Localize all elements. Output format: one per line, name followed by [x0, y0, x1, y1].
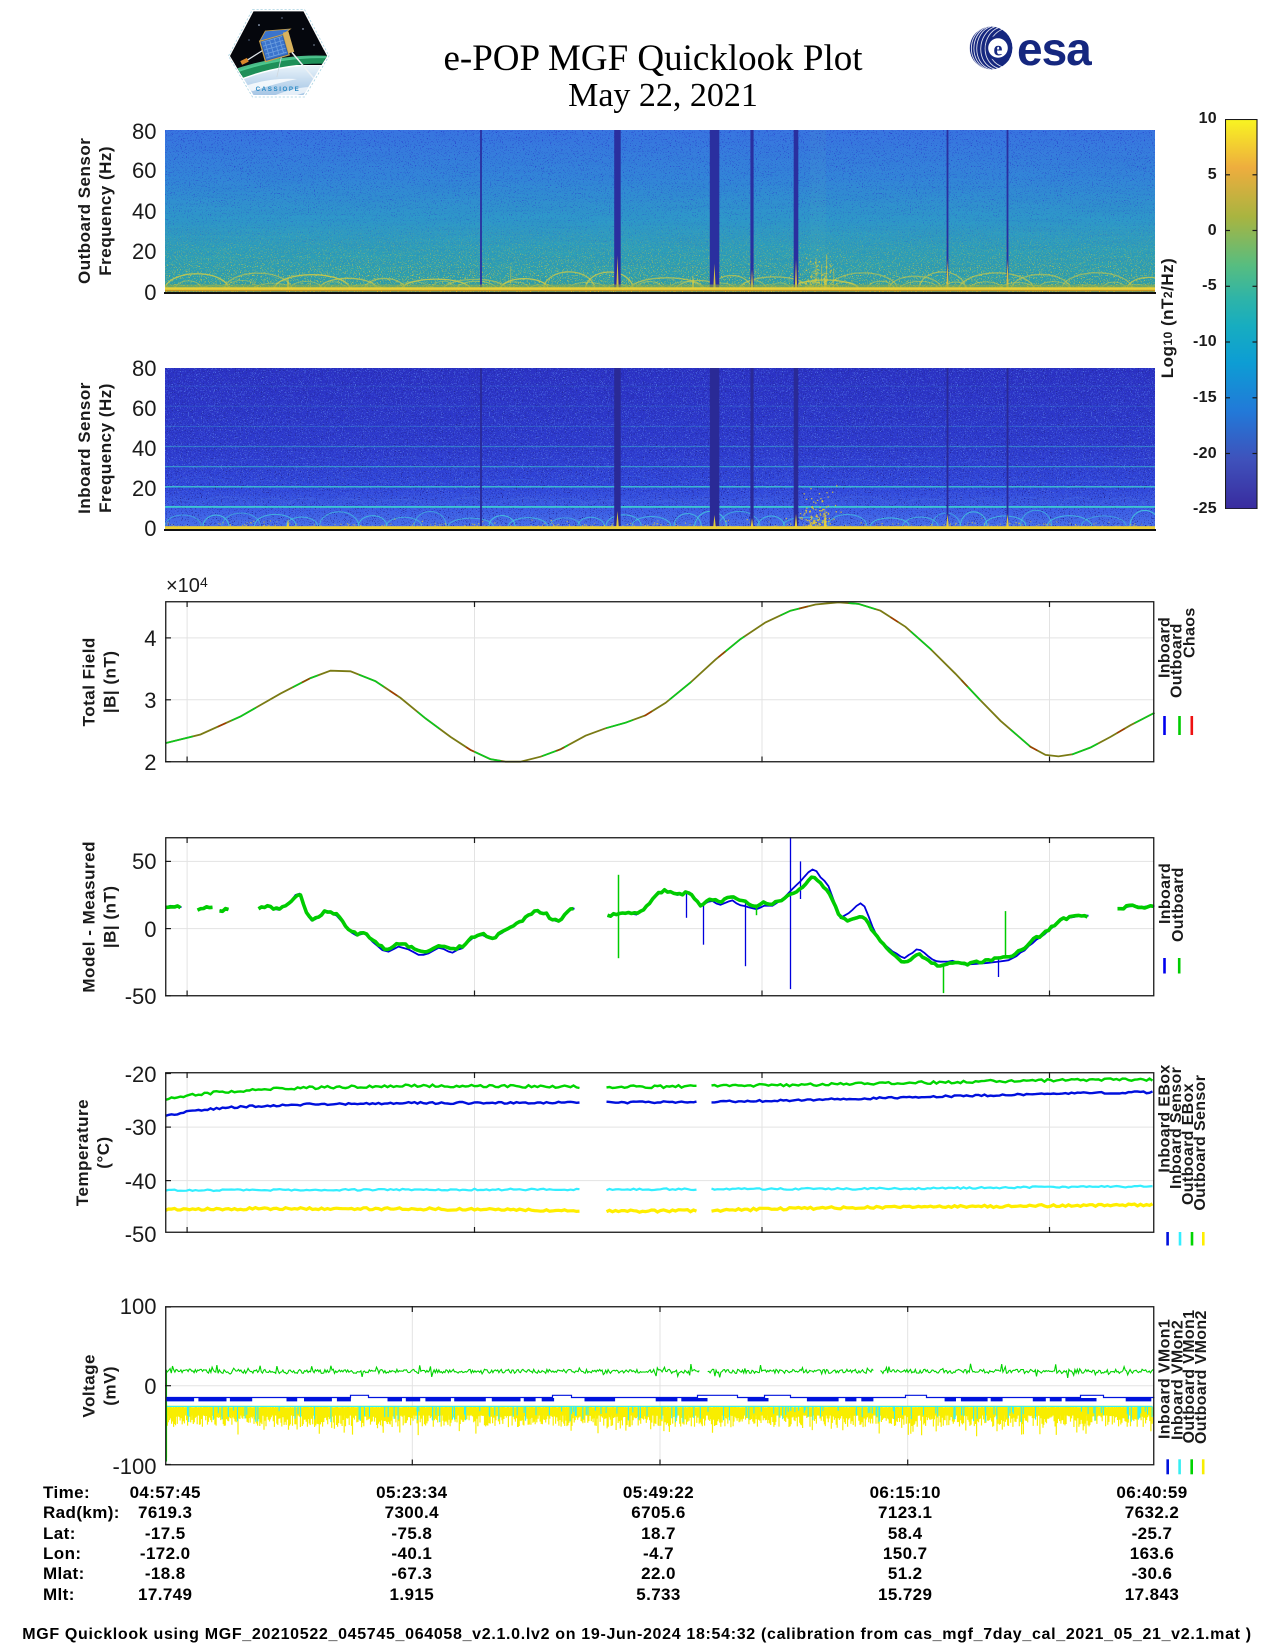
svg-text:Inboard: Inboard: [1156, 617, 1173, 678]
svg-text:Outboard Sensor: Outboard Sensor: [75, 138, 94, 284]
svg-text:Inboard VMon2: Inboard VMon2: [1169, 1320, 1186, 1440]
svg-text:|B| (nT): |B| (nT): [101, 650, 120, 713]
svg-text:Inboard VMon1: Inboard VMon1: [1157, 1319, 1174, 1439]
svg-text:Inboard: Inboard: [1157, 863, 1174, 924]
svg-text:Inboard EBox: Inboard EBox: [1156, 1064, 1173, 1172]
svg-text:Frequency (Hz): Frequency (Hz): [96, 146, 115, 276]
svg-text:Inboard Sensor: Inboard Sensor: [1168, 1067, 1185, 1189]
svg-text:e: e: [994, 39, 1003, 61]
svg-text:Chaos: Chaos: [1181, 607, 1198, 658]
svg-text:esa: esa: [1017, 24, 1092, 75]
svg-text:(mV): (mV): [101, 1366, 120, 1406]
svg-text:Inboard Sensor: Inboard Sensor: [75, 382, 94, 514]
svg-text:Outboard: Outboard: [1169, 623, 1186, 698]
svg-text:Outboard Sensor: Outboard Sensor: [1192, 1075, 1209, 1211]
svg-text:Frequency (Hz): Frequency (Hz): [96, 383, 115, 513]
svg-text:Outboard VMon1: Outboard VMon1: [1181, 1310, 1198, 1444]
svg-text:Voltage: Voltage: [80, 1354, 99, 1418]
svg-text:|B| (nT): |B| (nT): [101, 885, 120, 948]
svg-text:Outboard EBox: Outboard EBox: [1180, 1083, 1197, 1205]
svg-text:Temperature: Temperature: [73, 1099, 92, 1206]
svg-text:(°C): (°C): [94, 1136, 113, 1168]
svg-text:Outboard VMon2: Outboard VMon2: [1193, 1310, 1210, 1444]
svg-text:Total Field: Total Field: [80, 637, 99, 726]
svg-text:CASSIOPE: CASSIOPE: [256, 86, 301, 93]
svg-text:Outboard: Outboard: [1170, 867, 1187, 942]
svg-text:Model - Measured: Model - Measured: [80, 841, 99, 993]
